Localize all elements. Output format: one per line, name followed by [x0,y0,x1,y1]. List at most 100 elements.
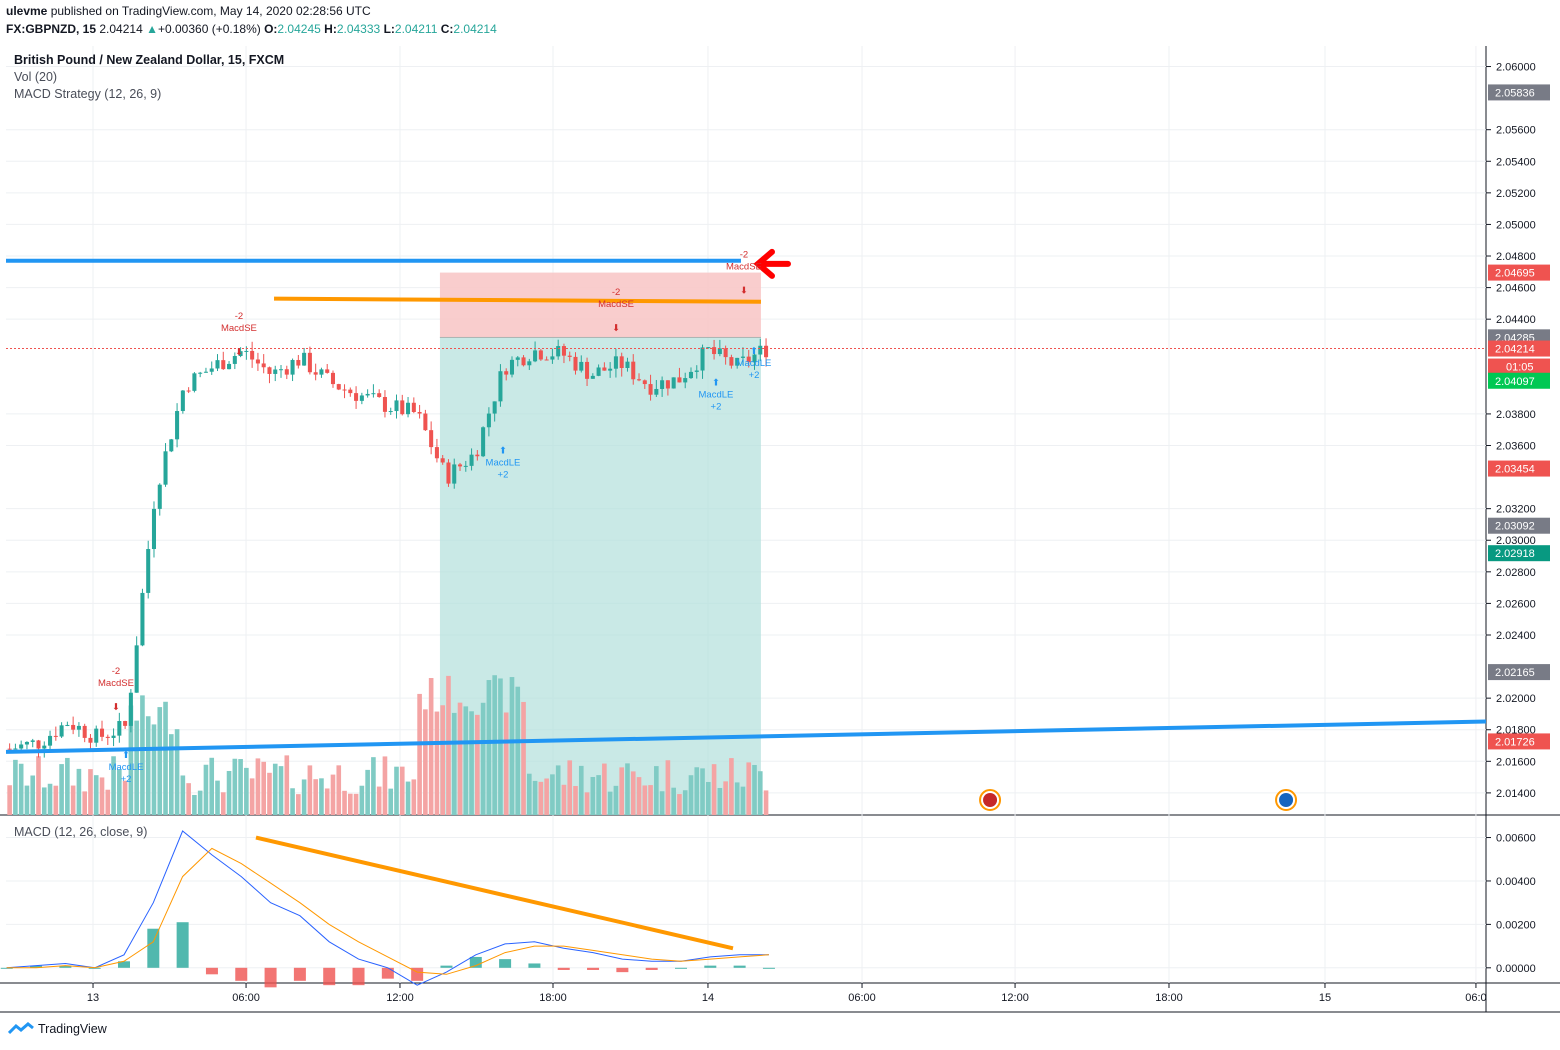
volume-bar [88,769,93,815]
price-change: +0.00360 (+0.18%) [157,22,261,36]
author-name[interactable]: ulevme [6,4,48,18]
volume-bar [232,758,238,815]
candle-body [278,369,284,371]
macd-histogram-bar [235,967,248,981]
volume-bar [18,763,24,815]
volume-bar [619,767,625,815]
low-value: 2.04211 [394,22,438,36]
volume-bar [521,701,526,815]
candle-body [567,355,572,357]
candle-body [712,347,717,355]
macd-histogram-bar [59,965,72,968]
macd-histogram-bar [440,965,453,968]
candle-body [573,356,578,371]
strategy-label[interactable]: MACD Strategy (12, 26, 9) [14,87,162,101]
symbol-label: FX:GBPNZD, 15 [6,22,97,36]
candle-body [665,380,670,389]
candle-body [99,728,105,737]
series-title[interactable]: British Pound / New Zealand Dollar, 15, … [14,53,285,67]
price-tag-label: 2.02165 [1495,667,1535,679]
candle-body [486,413,491,428]
candle-body [244,350,249,352]
low-label: L: [383,22,395,36]
macd-histogram-bar [674,967,687,969]
candle-body [42,745,47,749]
candle-body [515,357,520,360]
candle-body [596,367,601,376]
volume-bar [434,711,440,815]
candle-body [325,369,330,373]
price-tag-label: 2.04695 [1495,268,1535,280]
volume-bar [47,783,53,815]
candle-body [561,346,566,356]
volume-bar [486,680,492,815]
volume-bar [267,772,272,815]
volume-bar [336,765,342,815]
volume-bar [573,786,578,815]
candle-body [394,400,399,412]
candle-body [677,377,682,383]
y-tick-label: 2.05400 [1496,156,1536,168]
candle-body [134,645,139,693]
volume-bar [411,779,417,815]
volume-bar [677,794,682,815]
signal-qty: -2 [112,666,120,677]
tradingview-footer[interactable]: TradingView [8,1022,107,1036]
candle-body [683,378,688,383]
candle-body [330,372,336,385]
candle-body [284,369,289,375]
candle-body [492,401,497,414]
signal-label: MacdSE [221,323,257,334]
volume-bar [475,714,480,815]
candle-body [307,352,312,373]
candle-body [631,361,636,380]
volume-bar [82,791,88,815]
volume-bar [220,792,226,815]
x-tick-label: 18:00 [539,992,567,1004]
volume-bar [70,785,76,815]
candle-body [538,350,543,360]
candle-body [296,359,301,366]
volume-bar [746,762,752,815]
y-tick-label: 2.05000 [1496,219,1536,231]
macd-histogram-bar [381,967,394,979]
signal-qty: +2 [711,401,722,412]
volume-bar [659,791,665,815]
volume-bar [307,765,313,815]
candle-body [481,427,486,457]
volume-bar [405,781,411,815]
candle-body [146,549,151,593]
signal-qty: +2 [498,469,509,480]
macd-tick-label: 0.00400 [1496,876,1536,888]
brand-label: TradingView [38,1022,107,1036]
candle-body [446,462,451,484]
price-tag-label: 01:05 [1506,362,1534,374]
volume-bar [168,734,174,815]
volume-bar [145,716,151,815]
candle-body [544,359,549,361]
candle-body [359,395,364,401]
candle-body [706,347,711,349]
volume-bar [682,790,688,815]
x-tick-label: 06:00 [848,992,876,1004]
change-triangle-icon: ▲ [146,22,158,36]
volume-bar [388,788,394,815]
macd-legend[interactable]: MACD (12, 26, close, 9) [14,825,148,839]
volume-bar [290,788,295,815]
volume-bar [342,790,347,815]
volume-indicator-label[interactable]: Vol (20) [14,70,58,84]
volume-bar [688,775,694,815]
volume-bar [261,761,267,815]
x-tick-label: 12:00 [386,992,414,1004]
candle-body [579,361,584,371]
candle-body [123,721,128,726]
macd-histogram-bar [733,965,746,968]
candle-body [608,368,613,371]
candle-body [209,368,214,372]
left-arrow-icon [753,248,791,279]
volume-bar [509,677,515,815]
candle-body [53,735,58,737]
candle-body [660,380,665,389]
candlestick-series [7,338,769,758]
